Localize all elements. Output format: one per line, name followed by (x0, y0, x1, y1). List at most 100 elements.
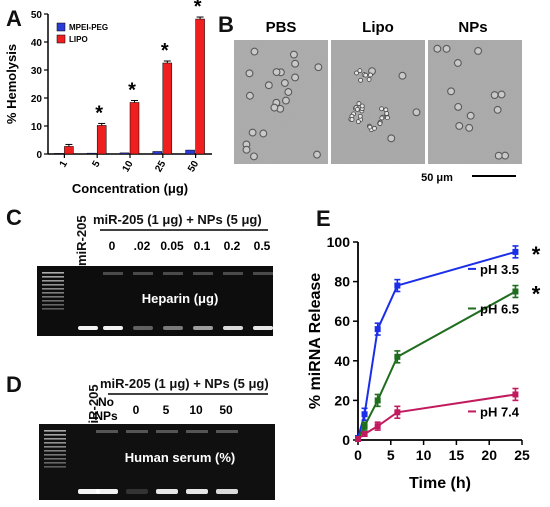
ladder-band (44, 462, 66, 464)
gel-c-header: miR-205 (1 μg) + NPs (5 μg) (93, 212, 262, 227)
ladder-band (42, 296, 64, 298)
ladder-band (42, 300, 64, 302)
ladder-band (44, 466, 66, 468)
legend-label: LIPO (69, 35, 88, 44)
y-tick-label: 100 (327, 234, 351, 250)
cell (501, 151, 510, 160)
cell-aggregate (385, 115, 390, 121)
legend-label: pH 3.5 (480, 262, 519, 277)
data-point (394, 409, 401, 416)
ladder-band (44, 442, 66, 444)
micrograph-panel: PBS Lipo NPs 50 μm (234, 19, 522, 184)
cell-aggregate (367, 124, 373, 130)
significance-mark: * (95, 102, 103, 124)
y-tick-label: 80 (334, 274, 350, 290)
ladder-band (42, 308, 64, 310)
lane-label: 0.5 (254, 239, 271, 253)
cell-aggregate (363, 72, 369, 78)
bar (119, 152, 130, 155)
bar (96, 125, 107, 155)
y-axis-title: % Hemolysis (4, 44, 19, 124)
cell (245, 69, 254, 78)
micrograph-lipo (331, 40, 425, 164)
band (103, 326, 123, 330)
lane-label: NPs (94, 409, 118, 423)
y-tick-label: 0 (342, 432, 350, 448)
cell (280, 79, 289, 87)
cell-aggregate (384, 111, 390, 116)
hemolysis-bar-chart: 0 10 20 30 40 50 % Hemolysis Concentration (μg)… (4, 0, 212, 196)
ladder-band (44, 450, 66, 452)
y-tick-label: 10 (31, 122, 43, 133)
x-axis-title: Time (h) (409, 475, 471, 492)
well (223, 272, 243, 275)
band (223, 326, 243, 330)
lane-label: 0.1 (194, 239, 211, 253)
well (216, 430, 238, 433)
cell (454, 102, 463, 111)
x-tick-label: 25 (514, 447, 530, 463)
cell-aggregate (355, 119, 361, 125)
cell (259, 129, 268, 138)
cell (250, 152, 258, 161)
label-lipo: Lipo (362, 19, 394, 36)
scale-bar-label: 50 μm (421, 172, 453, 184)
band (216, 489, 238, 494)
band (126, 489, 148, 494)
x-tick-label: 15 (449, 447, 465, 463)
panel-letter-d: D (6, 372, 22, 397)
gel-c-overlay: Heparin (μg) (142, 291, 219, 306)
cell (282, 96, 290, 105)
label-nps: NPs (458, 19, 487, 36)
well (103, 272, 123, 275)
band (163, 326, 183, 330)
cell (284, 88, 293, 96)
data-point (361, 411, 368, 418)
cell (289, 50, 298, 59)
x-tick-label: 50 (186, 159, 201, 175)
y-axis-title: % miRNA Release (307, 273, 324, 409)
lane-label: 0 (109, 239, 116, 253)
lane-label: 0.05 (160, 239, 184, 253)
y-tick-label: 20 (31, 94, 43, 105)
band (186, 489, 208, 494)
band (193, 326, 213, 330)
band-mirna (78, 489, 100, 494)
significance-mark: * (194, 0, 202, 18)
cell (455, 121, 464, 130)
ladder-band (42, 292, 64, 294)
significance-mark: * (161, 40, 169, 62)
lane-label: 5 (163, 403, 170, 417)
ladder-band (44, 458, 66, 460)
ladder-band (44, 430, 66, 432)
bar (185, 149, 195, 155)
ladder-band (42, 280, 64, 282)
cell (494, 151, 503, 160)
cell-aggregate (359, 103, 365, 109)
cell-aggregate (377, 121, 383, 126)
significance-mark: * (532, 282, 541, 307)
x-tick-label: 20 (481, 447, 497, 463)
ladder-band (42, 272, 64, 274)
significance-mark: * (128, 79, 136, 101)
x-tick-label: 0 (354, 447, 362, 463)
well (186, 430, 208, 433)
bar (54, 153, 64, 155)
x-tick-label: 10 (121, 159, 136, 175)
band (96, 489, 118, 494)
cell (248, 128, 257, 137)
y-tick-label: 50 (31, 10, 43, 21)
cell (474, 46, 483, 55)
legend-label: pH 6.5 (480, 302, 519, 317)
data-point (374, 397, 381, 404)
x-tick-label: 1 (58, 159, 71, 170)
data-point (512, 391, 519, 398)
y-tick-label: 20 (334, 392, 350, 408)
data-point (394, 282, 401, 289)
data-point (361, 431, 368, 438)
cell (497, 90, 506, 99)
ladder-band (42, 276, 64, 278)
cell (465, 123, 474, 132)
bar (152, 151, 163, 155)
